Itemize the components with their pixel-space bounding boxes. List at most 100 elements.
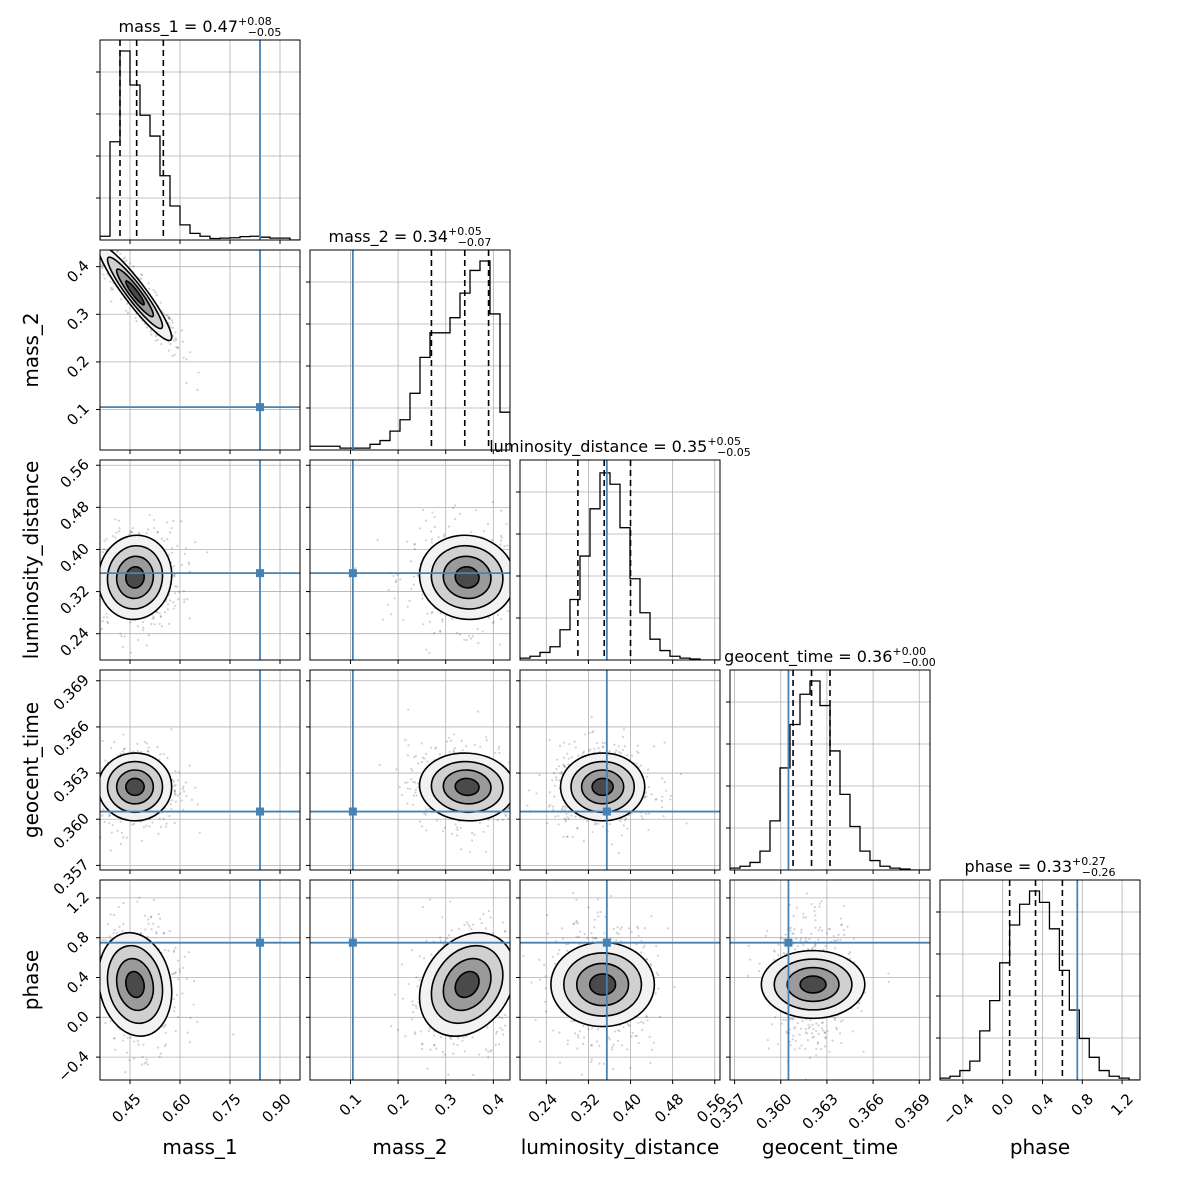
sample-point	[141, 1055, 144, 1059]
sample-point	[119, 247, 121, 249]
sample-point	[169, 342, 172, 346]
sample-point	[90, 987, 92, 989]
sample-point	[122, 733, 125, 736]
sample-point	[603, 1093, 605, 1095]
contour-1	[442, 957, 492, 1012]
sample-point	[128, 262, 131, 265]
sample-point	[173, 1006, 176, 1009]
sample-point	[561, 937, 565, 940]
sample-point	[109, 1020, 112, 1023]
sample-point	[131, 823, 134, 826]
sample-point	[416, 985, 419, 988]
sample-point	[106, 620, 109, 624]
sample-point	[90, 993, 92, 995]
sample-point	[153, 623, 156, 626]
sample-point	[499, 1026, 502, 1029]
sample-point	[110, 288, 113, 291]
sample-point	[182, 589, 185, 593]
sample-point	[562, 763, 565, 766]
sample-point	[181, 787, 184, 790]
sample-point	[97, 784, 99, 786]
truth-marker	[348, 807, 357, 816]
sample-point	[180, 329, 183, 332]
sample-point	[136, 900, 139, 903]
sample-point	[426, 1067, 429, 1070]
sample-point	[411, 769, 414, 772]
sample-point	[136, 625, 140, 628]
scatter-panel-mass_1-vs-luminosity_distance	[89, 459, 301, 664]
sample-point	[146, 528, 150, 531]
sample-point	[455, 826, 459, 829]
sample-point	[613, 751, 616, 754]
sample-point	[147, 282, 150, 285]
sample-point	[163, 1045, 167, 1048]
sample-point	[178, 771, 181, 774]
sample-point	[574, 746, 577, 749]
sample-point	[595, 937, 598, 940]
sample-point	[507, 808, 510, 811]
sample-point	[172, 519, 175, 523]
sample-point	[499, 617, 502, 620]
sample-point	[655, 798, 658, 801]
sample-point	[516, 553, 518, 555]
sample-point	[101, 550, 104, 554]
sample-point	[89, 568, 91, 570]
sample-point	[125, 836, 128, 839]
sample-point	[413, 781, 417, 784]
sample-point	[561, 807, 564, 810]
sample-point	[621, 748, 624, 752]
contour-3	[100, 931, 173, 1038]
sample-point	[86, 234, 88, 236]
sample-point	[491, 538, 494, 541]
sample-point	[111, 534, 115, 538]
sample-point	[595, 1040, 599, 1043]
sample-point	[516, 955, 518, 957]
sample-point	[90, 255, 92, 257]
sample-point	[164, 1043, 167, 1046]
sample-point	[423, 757, 426, 760]
sample-point	[577, 1036, 580, 1039]
sample-point	[526, 804, 529, 807]
sample-point	[461, 748, 464, 752]
sample-point	[439, 630, 442, 633]
sample-point	[517, 776, 519, 778]
sample-point	[400, 793, 403, 796]
contour-3	[418, 931, 510, 1038]
sample-point	[597, 822, 600, 825]
sample-point	[166, 538, 169, 541]
sample-point	[152, 617, 155, 620]
sample-point	[473, 833, 476, 836]
sample-point	[540, 920, 542, 922]
sample-point	[477, 641, 480, 644]
sample-point	[175, 346, 178, 349]
sample-point	[114, 518, 117, 521]
sample-point	[130, 531, 133, 534]
sample-point	[423, 812, 426, 815]
sample-point	[155, 294, 158, 297]
truth-marker	[348, 569, 357, 578]
sample-point	[664, 789, 668, 792]
sample-point	[576, 827, 579, 830]
sample-point	[511, 795, 513, 797]
sample-point	[550, 798, 552, 800]
sample-point	[88, 241, 90, 243]
sample-point	[447, 934, 451, 937]
sample-point	[69, 202, 71, 204]
sample-point	[441, 1050, 444, 1054]
sample-point	[598, 1062, 601, 1065]
sample-point	[506, 544, 509, 547]
sample-point	[176, 346, 179, 349]
sample-point	[116, 250, 119, 253]
sample-point	[472, 1073, 475, 1076]
sample-point	[394, 579, 398, 582]
sample-point	[479, 917, 482, 921]
sample-point	[499, 643, 502, 646]
contour-3	[100, 534, 173, 621]
sample-point	[643, 796, 646, 799]
sample-point	[447, 1073, 450, 1076]
sample-point	[487, 818, 490, 821]
sample-point	[485, 736, 488, 739]
sample-point	[122, 901, 125, 905]
sample-point	[430, 541, 433, 544]
sample-point	[91, 809, 93, 811]
